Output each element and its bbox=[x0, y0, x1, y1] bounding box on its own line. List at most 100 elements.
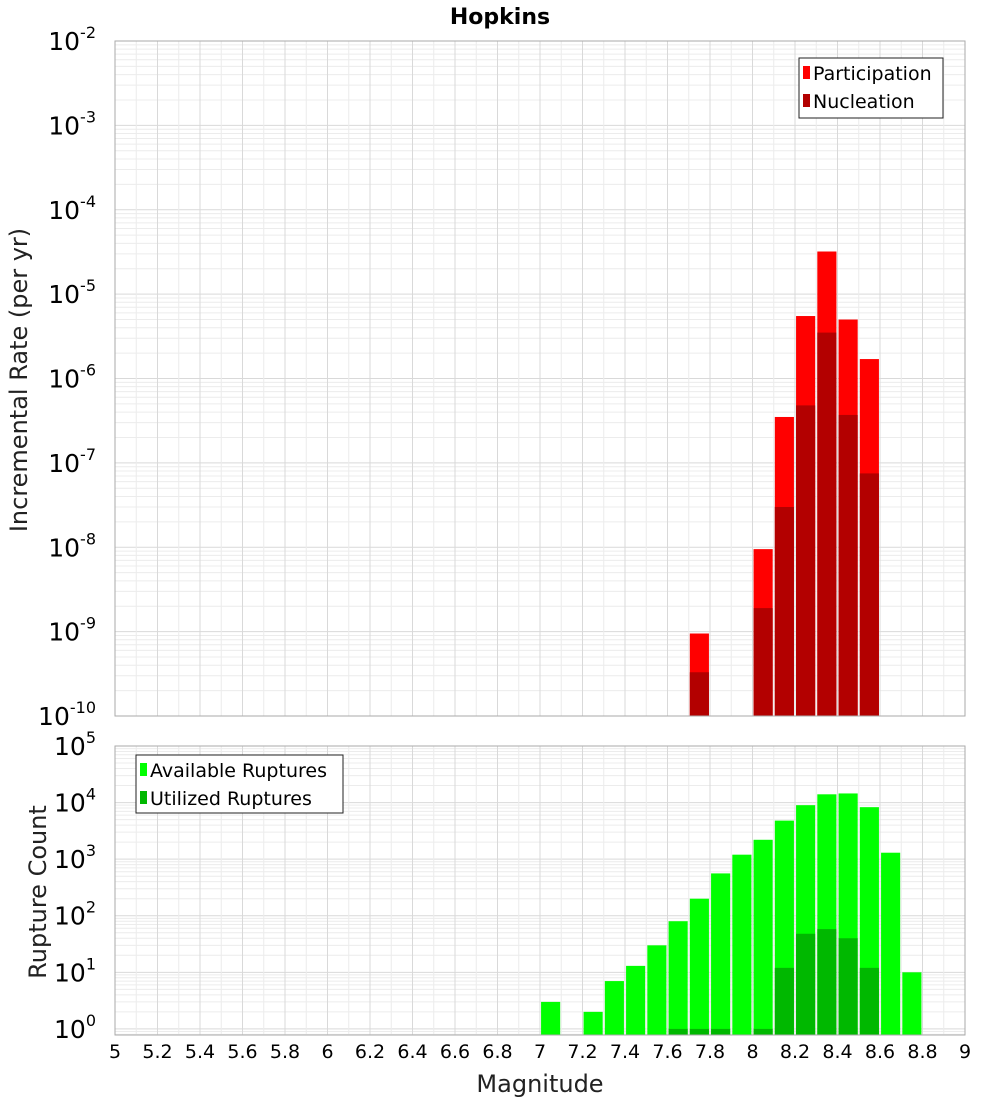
x-tick-label: 7.8 bbox=[695, 1041, 725, 1063]
bars bbox=[689, 251, 879, 716]
bar-available-ruptures bbox=[902, 972, 922, 1035]
legend-box bbox=[798, 57, 944, 119]
x-tick-label: 6.4 bbox=[397, 1041, 427, 1063]
x-tick-label: 7 bbox=[534, 1041, 546, 1063]
plot-frame bbox=[114, 40, 966, 717]
tick-exponent: -10 bbox=[70, 698, 96, 717]
tick-base: 10 bbox=[54, 845, 86, 874]
tick-base: 10 bbox=[48, 196, 80, 225]
y-tick-label: 10-9 bbox=[48, 614, 96, 647]
bar-nucleation bbox=[817, 332, 837, 716]
chart-title: Hopkins bbox=[450, 5, 550, 30]
x-tick-label: 6.2 bbox=[355, 1041, 385, 1063]
x-tick-label: 8.2 bbox=[780, 1041, 810, 1063]
bar-available-ruptures bbox=[583, 1011, 603, 1035]
x-tick-label: 6.6 bbox=[440, 1041, 470, 1063]
tick-base: 10 bbox=[48, 27, 80, 56]
x-tick-label: 9 bbox=[959, 1041, 971, 1063]
tick-exponent: -7 bbox=[80, 445, 96, 464]
x-tick-label: 7.4 bbox=[610, 1041, 640, 1063]
legend: Participation Nucleation bbox=[798, 57, 944, 119]
bar-utilized-ruptures bbox=[711, 1028, 731, 1035]
y-tick-label: 10-8 bbox=[48, 529, 96, 562]
x-tick-label: 5.6 bbox=[227, 1041, 257, 1063]
plot-frame bbox=[114, 745, 966, 1036]
bar-nucleation bbox=[859, 473, 879, 716]
bar-available-ruptures bbox=[753, 839, 773, 1035]
legend-swatch bbox=[140, 763, 147, 776]
bar-utilized-ruptures bbox=[774, 967, 794, 1035]
tick-exponent: -3 bbox=[80, 107, 96, 126]
x-axis-label: Magnitude bbox=[476, 1070, 603, 1098]
bar-available-ruptures bbox=[881, 852, 901, 1035]
legend-label: Nucleation bbox=[813, 91, 915, 113]
y-tick-label: 104 bbox=[54, 785, 96, 818]
bar-available-ruptures bbox=[711, 873, 731, 1035]
rate-y-axis-label: Incremental Rate (per yr) bbox=[5, 228, 33, 532]
bar-utilized-ruptures bbox=[796, 933, 816, 1035]
y-tick-label: 10-5 bbox=[48, 276, 96, 309]
x-tick-label: 5.2 bbox=[142, 1041, 172, 1063]
y-tick-label: 10-7 bbox=[48, 445, 96, 478]
bar-available-ruptures bbox=[626, 965, 646, 1035]
grid-lines bbox=[114, 41, 966, 717]
bar-utilized-ruptures bbox=[838, 938, 858, 1035]
tick-base: 10 bbox=[54, 902, 86, 931]
tick-base: 10 bbox=[48, 111, 80, 140]
x-tick-label: 8.6 bbox=[865, 1041, 895, 1063]
count-y-axis-label: Rupture Count bbox=[24, 805, 52, 979]
tick-base: 10 bbox=[54, 732, 86, 761]
bar-nucleation bbox=[689, 672, 709, 716]
y-tick-label: 100 bbox=[54, 1011, 96, 1044]
tick-exponent: -4 bbox=[80, 192, 96, 211]
tick-exponent: -2 bbox=[80, 23, 96, 42]
y-tick-label: 10-4 bbox=[48, 192, 96, 225]
bar-available-ruptures bbox=[604, 981, 624, 1035]
y-tick-label: 103 bbox=[54, 841, 96, 874]
tick-base: 10 bbox=[54, 789, 86, 818]
x-tick-label: 6.8 bbox=[482, 1041, 512, 1063]
bars bbox=[541, 793, 922, 1035]
tick-exponent: 2 bbox=[86, 898, 96, 917]
x-tick-label: 8.4 bbox=[822, 1041, 852, 1063]
bar-available-ruptures bbox=[541, 1001, 561, 1035]
tick-base: 10 bbox=[48, 618, 80, 647]
x-tick-label: 5 bbox=[109, 1041, 121, 1063]
bar-nucleation bbox=[838, 414, 858, 716]
bar-nucleation bbox=[753, 608, 773, 716]
tick-exponent: -5 bbox=[80, 276, 96, 295]
x-tick-label: 8 bbox=[746, 1041, 758, 1063]
legend-swatch bbox=[803, 94, 810, 107]
rate_panel-group: 10-1010-910-810-710-610-510-410-310-2Par… bbox=[38, 23, 966, 731]
legend-label: Utilized Ruptures bbox=[150, 788, 312, 810]
bar-utilized-ruptures bbox=[689, 1028, 709, 1035]
x-tick-label: 6 bbox=[321, 1041, 333, 1063]
legend-box bbox=[135, 754, 344, 814]
bar-utilized-ruptures bbox=[817, 929, 837, 1035]
tick-exponent: 4 bbox=[86, 785, 96, 804]
legend-swatch bbox=[140, 791, 147, 804]
tick-base: 10 bbox=[48, 533, 80, 562]
bar-available-ruptures bbox=[689, 898, 709, 1035]
x-tick-label: 5.4 bbox=[185, 1041, 215, 1063]
y-tick-label: 102 bbox=[54, 898, 96, 931]
bar-available-ruptures bbox=[647, 945, 667, 1035]
legend-label: Participation bbox=[813, 63, 932, 85]
tick-base: 10 bbox=[38, 702, 70, 731]
x-tick-label: 5.8 bbox=[270, 1041, 300, 1063]
legend-swatch bbox=[803, 66, 810, 79]
bar-utilized-ruptures bbox=[668, 1028, 688, 1035]
tick-base: 10 bbox=[48, 449, 80, 478]
tick-exponent: -9 bbox=[80, 614, 96, 633]
y-tick-label: 10-10 bbox=[38, 698, 96, 731]
x-tick-label: 7.6 bbox=[652, 1041, 682, 1063]
tick-base: 10 bbox=[54, 1015, 86, 1044]
legend: Available Ruptures Utilized Ruptures bbox=[135, 754, 344, 814]
bar-nucleation bbox=[796, 405, 816, 716]
tick-base: 10 bbox=[48, 280, 80, 309]
y-tick-label: 10-6 bbox=[48, 361, 96, 394]
bar-available-ruptures bbox=[732, 854, 752, 1035]
